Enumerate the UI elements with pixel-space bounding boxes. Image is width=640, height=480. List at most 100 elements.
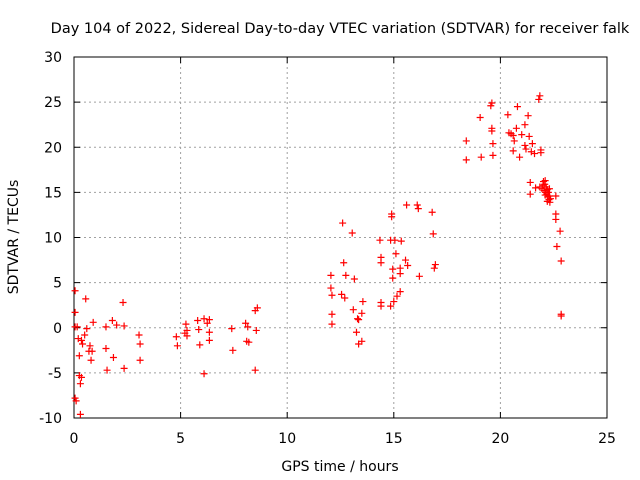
data-point: [348, 229, 356, 237]
data-point: [242, 319, 250, 327]
data-point: [86, 342, 94, 350]
data-point: [415, 272, 423, 280]
data-point: [173, 342, 181, 350]
x-tick-label: 25: [598, 431, 616, 447]
data-point: [113, 321, 121, 329]
data-point: [462, 137, 470, 145]
data-point: [75, 352, 83, 360]
data-point: [244, 323, 252, 331]
y-tick-label: 0: [53, 321, 62, 337]
data-point: [510, 137, 518, 145]
data-point: [557, 312, 565, 320]
data-point: [531, 150, 539, 158]
data-point: [340, 259, 348, 267]
data-point: [102, 323, 110, 331]
data-point: [488, 99, 496, 107]
data-point: [195, 326, 203, 334]
data-point: [71, 287, 79, 295]
data-point: [389, 265, 397, 273]
x-tick-labels: 0 5 10 15 20 25: [70, 431, 616, 447]
data-point: [430, 264, 438, 272]
data-point: [512, 124, 520, 132]
data-point: [389, 274, 397, 282]
data-point: [393, 292, 401, 300]
data-point: [339, 219, 347, 227]
data-point: [102, 345, 110, 353]
data-point: [526, 178, 534, 186]
x-tick-label: 0: [70, 431, 79, 447]
data-point: [413, 201, 421, 209]
data-point: [89, 318, 97, 326]
y-axis-label: SDTVAR / TECUs: [6, 180, 22, 295]
y-tick-labels: -10 -5 0 5 10 15 20 25 30: [39, 50, 62, 427]
data-point: [528, 140, 536, 148]
data-point: [245, 338, 253, 346]
data-point: [72, 397, 80, 405]
data-point: [135, 331, 143, 339]
data-point: [521, 141, 529, 149]
grid-lines: [74, 57, 607, 418]
data-point: [552, 192, 560, 200]
data-point: [79, 340, 87, 348]
data-point: [376, 236, 384, 244]
data-point: [338, 290, 346, 298]
data-point: [377, 302, 385, 310]
data-point: [77, 373, 85, 381]
data-point: [509, 132, 517, 140]
data-point: [354, 315, 362, 323]
data-point: [228, 325, 236, 333]
data-point: [556, 227, 564, 235]
data-point: [388, 213, 396, 221]
data-point: [355, 316, 363, 324]
data-point: [252, 326, 260, 334]
data-point: [103, 366, 111, 374]
y-tick-label: 10: [44, 231, 62, 247]
data-point: [120, 364, 128, 372]
data-point: [120, 322, 128, 330]
data-point: [73, 323, 81, 331]
data-point: [196, 341, 204, 349]
data-point: [182, 320, 190, 328]
y-tick-label: 25: [44, 95, 62, 111]
data-point: [402, 256, 410, 264]
data-point: [390, 298, 398, 306]
data-point: [119, 298, 127, 306]
data-point: [526, 190, 534, 198]
data-point: [203, 319, 211, 327]
data-point: [553, 243, 561, 251]
data-point: [136, 340, 144, 348]
data-point: [88, 347, 96, 355]
data-point: [387, 302, 395, 310]
x-tick-label: 20: [491, 431, 509, 447]
data-point: [521, 121, 529, 129]
data-point: [391, 236, 399, 244]
data-point: [359, 298, 367, 306]
data-point: [328, 320, 336, 328]
data-point: [183, 332, 191, 340]
y-tick-label: 5: [53, 276, 62, 292]
chart-title: Day 104 of 2022, Sidereal Day-to-day VTE…: [51, 21, 630, 37]
data-point: [476, 113, 484, 121]
data-point: [552, 215, 560, 223]
data-point: [81, 331, 89, 339]
x-tick-label: 5: [176, 431, 185, 447]
data-point: [513, 103, 521, 111]
data-point: [522, 145, 530, 153]
data-point: [541, 177, 549, 185]
data-point: [428, 208, 436, 216]
data-point: [229, 346, 237, 354]
data-point: [525, 132, 533, 140]
data-point: [77, 336, 85, 344]
data-point: [396, 288, 404, 296]
data-point: [342, 271, 350, 279]
data-point: [488, 127, 496, 135]
data-point: [489, 151, 497, 159]
data-point: [108, 317, 116, 325]
data-point: [404, 261, 412, 269]
data-point: [358, 309, 366, 317]
data-point: [350, 275, 358, 283]
data-point: [328, 291, 336, 299]
data-point: [200, 315, 208, 323]
